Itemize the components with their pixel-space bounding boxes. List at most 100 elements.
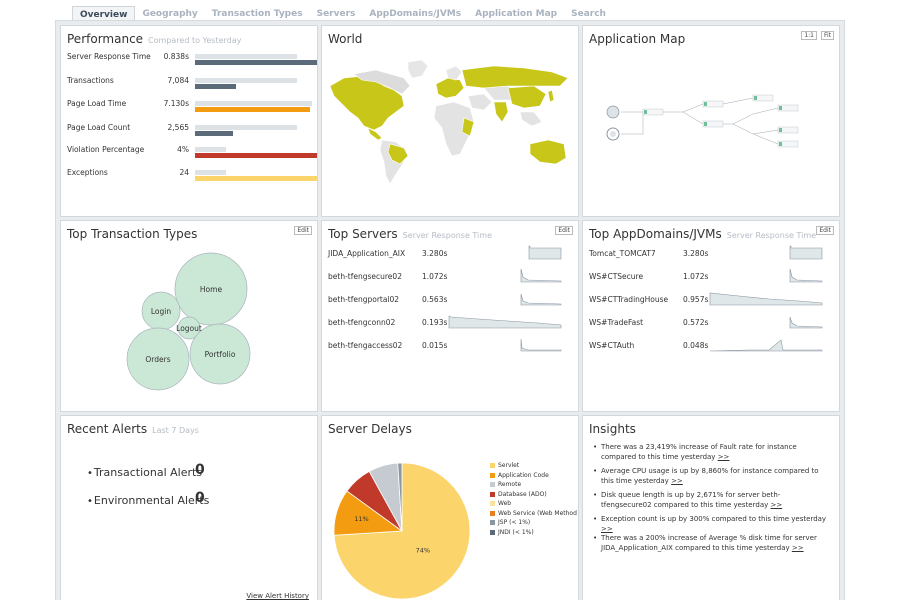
- legend-item[interactable]: Web Service (Web Method (: [490, 510, 578, 517]
- legend-item[interactable]: Servlet: [490, 462, 519, 469]
- insight-more-link[interactable]: >>: [717, 453, 730, 461]
- legend-item[interactable]: Application Code: [490, 472, 549, 479]
- transaction-bubble-label: Logout: [176, 324, 202, 333]
- server-row[interactable]: beth-tfengconn02 0.193s: [328, 315, 574, 332]
- today-bar: [195, 84, 236, 89]
- transaction-bubble[interactable]: [177, 316, 201, 340]
- tab-search[interactable]: Search: [571, 9, 606, 19]
- yesterday-bar: [195, 78, 297, 83]
- top-servers-title: Top Servers Server Response Time: [328, 227, 492, 241]
- top-appdomains-title: Top AppDomains/JVMs Server Response Time: [589, 227, 817, 241]
- performance-bars: [195, 99, 317, 113]
- performance-row[interactable]: Exceptions 24: [67, 168, 317, 184]
- legend-label: Servlet: [498, 462, 520, 469]
- world-title: World: [328, 32, 363, 46]
- legend-item[interactable]: JNDI (< 1%): [490, 529, 534, 536]
- application-map-diagram[interactable]: [603, 94, 823, 154]
- legend-item[interactable]: Remote: [490, 481, 521, 488]
- transaction-bubble[interactable]: [174, 252, 248, 326]
- performance-row[interactable]: Transactions 7,084: [67, 76, 315, 92]
- map-russia: [461, 65, 569, 89]
- map-node: [777, 104, 799, 112]
- transaction-bubble[interactable]: [126, 327, 190, 391]
- server-row[interactable]: WS#CTAuth 0.048s: [589, 339, 835, 355]
- zoom-fit-button[interactable]: Fit: [820, 31, 834, 40]
- transactional-alerts-label[interactable]: •Transactional Alerts: [87, 466, 203, 479]
- legend-item[interactable]: Database (ADO): [490, 491, 547, 498]
- server-row[interactable]: beth-tfengaccess02 0.015s: [328, 338, 574, 355]
- server-name: Tomcat_TOMCAT7: [589, 249, 656, 258]
- legend-label: JSP (< 1%): [498, 519, 531, 526]
- map-node: [702, 100, 724, 108]
- top-transaction-types-edit-button[interactable]: Edit: [294, 226, 312, 235]
- server-row[interactable]: beth-tfengsecure02 1.072s: [328, 268, 574, 286]
- insights-title: Insights: [589, 422, 636, 436]
- tab-appdomains-jvms[interactable]: AppDomains/JVMs: [369, 9, 462, 19]
- map-scandinavia: [445, 65, 463, 81]
- server-row[interactable]: WS#CTTradingHouse 0.957s: [589, 292, 835, 309]
- tab-transaction-types[interactable]: Transaction Types: [211, 9, 303, 19]
- performance-metric-value: 7.130s: [163, 99, 189, 108]
- top-servers-panel: Top Servers Server Response Time Edit JID…: [321, 220, 579, 412]
- server-row[interactable]: beth-tfengportal02 0.563s: [328, 293, 574, 309]
- server-row[interactable]: WS#TradeFast 0.572s: [589, 316, 835, 332]
- map-node: [777, 140, 799, 148]
- insight-more-link[interactable]: >>: [770, 501, 783, 509]
- pie-slice[interactable]: [397, 462, 403, 532]
- performance-row[interactable]: Violation Percentage 4%: [67, 145, 317, 161]
- legend-label: Application Code: [498, 471, 549, 479]
- map-node: [642, 108, 664, 116]
- map-middle-east: [467, 93, 493, 111]
- sparkline: [528, 245, 562, 260]
- insight-text: Exception count is up by 300% compared t…: [601, 515, 827, 523]
- zoom-actual-button[interactable]: 1:1: [801, 31, 817, 40]
- legend-item[interactable]: Web: [490, 500, 511, 507]
- server-row[interactable]: Tomcat_TOMCAT7 3.280s: [589, 245, 835, 263]
- map-canada: [353, 69, 411, 95]
- world-map[interactable]: [324, 56, 578, 186]
- performance-row[interactable]: Page Load Time 7.130s: [67, 99, 315, 115]
- top-appdomains-edit-button[interactable]: Edit: [816, 226, 834, 235]
- legend-swatch: [490, 463, 495, 468]
- insight-text: Average CPU usage is up by 8,860% for in…: [601, 467, 819, 485]
- environmental-alerts-label[interactable]: •Environmental Alerts: [87, 494, 210, 507]
- yesterday-bar: [195, 147, 226, 152]
- top-appdomains-subtitle: Server Response Time: [726, 231, 817, 240]
- transaction-bubble-chart: Home Login Logout Orders Portfolio: [126, 252, 251, 391]
- today-bar: [195, 131, 234, 136]
- recent-alerts-subtitle: Last 7 Days: [152, 426, 199, 435]
- insight-text: Disk queue length is up by 2,671% for se…: [601, 491, 781, 509]
- transaction-bubble-label: Portfolio: [205, 350, 236, 359]
- tab-application-map[interactable]: Application Map: [475, 9, 558, 19]
- legend-item[interactable]: JSP (< 1%): [490, 519, 530, 526]
- server-name: beth-tfengsecure02: [328, 272, 402, 281]
- insight-more-link[interactable]: >>: [671, 477, 683, 485]
- server-response-time: 1.072s: [683, 272, 709, 281]
- performance-row[interactable]: Server Response Time 0.838s: [67, 52, 317, 68]
- transaction-bubble[interactable]: [189, 323, 251, 385]
- insight-more-link[interactable]: >>: [601, 525, 613, 533]
- sparkline: [789, 268, 823, 283]
- map-africa-east: [461, 117, 475, 137]
- server-row[interactable]: WS#CTSecure 1.072s: [589, 268, 835, 286]
- sparkline: [709, 292, 823, 306]
- performance-row[interactable]: Page Load Count 2,565: [67, 123, 315, 139]
- tab-servers[interactable]: Servers: [316, 9, 356, 19]
- insight-more-link[interactable]: >>: [791, 544, 804, 552]
- sparkline: [789, 245, 823, 260]
- top-servers-edit-button[interactable]: Edit: [555, 226, 573, 235]
- server-response-time: 3.280s: [422, 249, 448, 258]
- yesterday-bar: [195, 54, 297, 59]
- map-node: [702, 120, 724, 128]
- performance-metric-value: 0.838s: [163, 52, 189, 61]
- server-row[interactable]: JIDA_Application_AIX 3.280s: [328, 245, 574, 263]
- tab-bar: Overview Geography Transaction Types Ser…: [72, 6, 613, 22]
- server-response-time: 0.015s: [422, 341, 448, 350]
- transaction-bubble-label: Home: [200, 285, 223, 294]
- map-node-root-1: [606, 105, 620, 119]
- map-china: [507, 85, 547, 109]
- legend-swatch: [490, 472, 495, 478]
- tab-geography[interactable]: Geography: [142, 9, 198, 19]
- tab-overview[interactable]: Overview: [72, 6, 136, 22]
- view-alert-history-link[interactable]: View Alert History: [246, 592, 309, 600]
